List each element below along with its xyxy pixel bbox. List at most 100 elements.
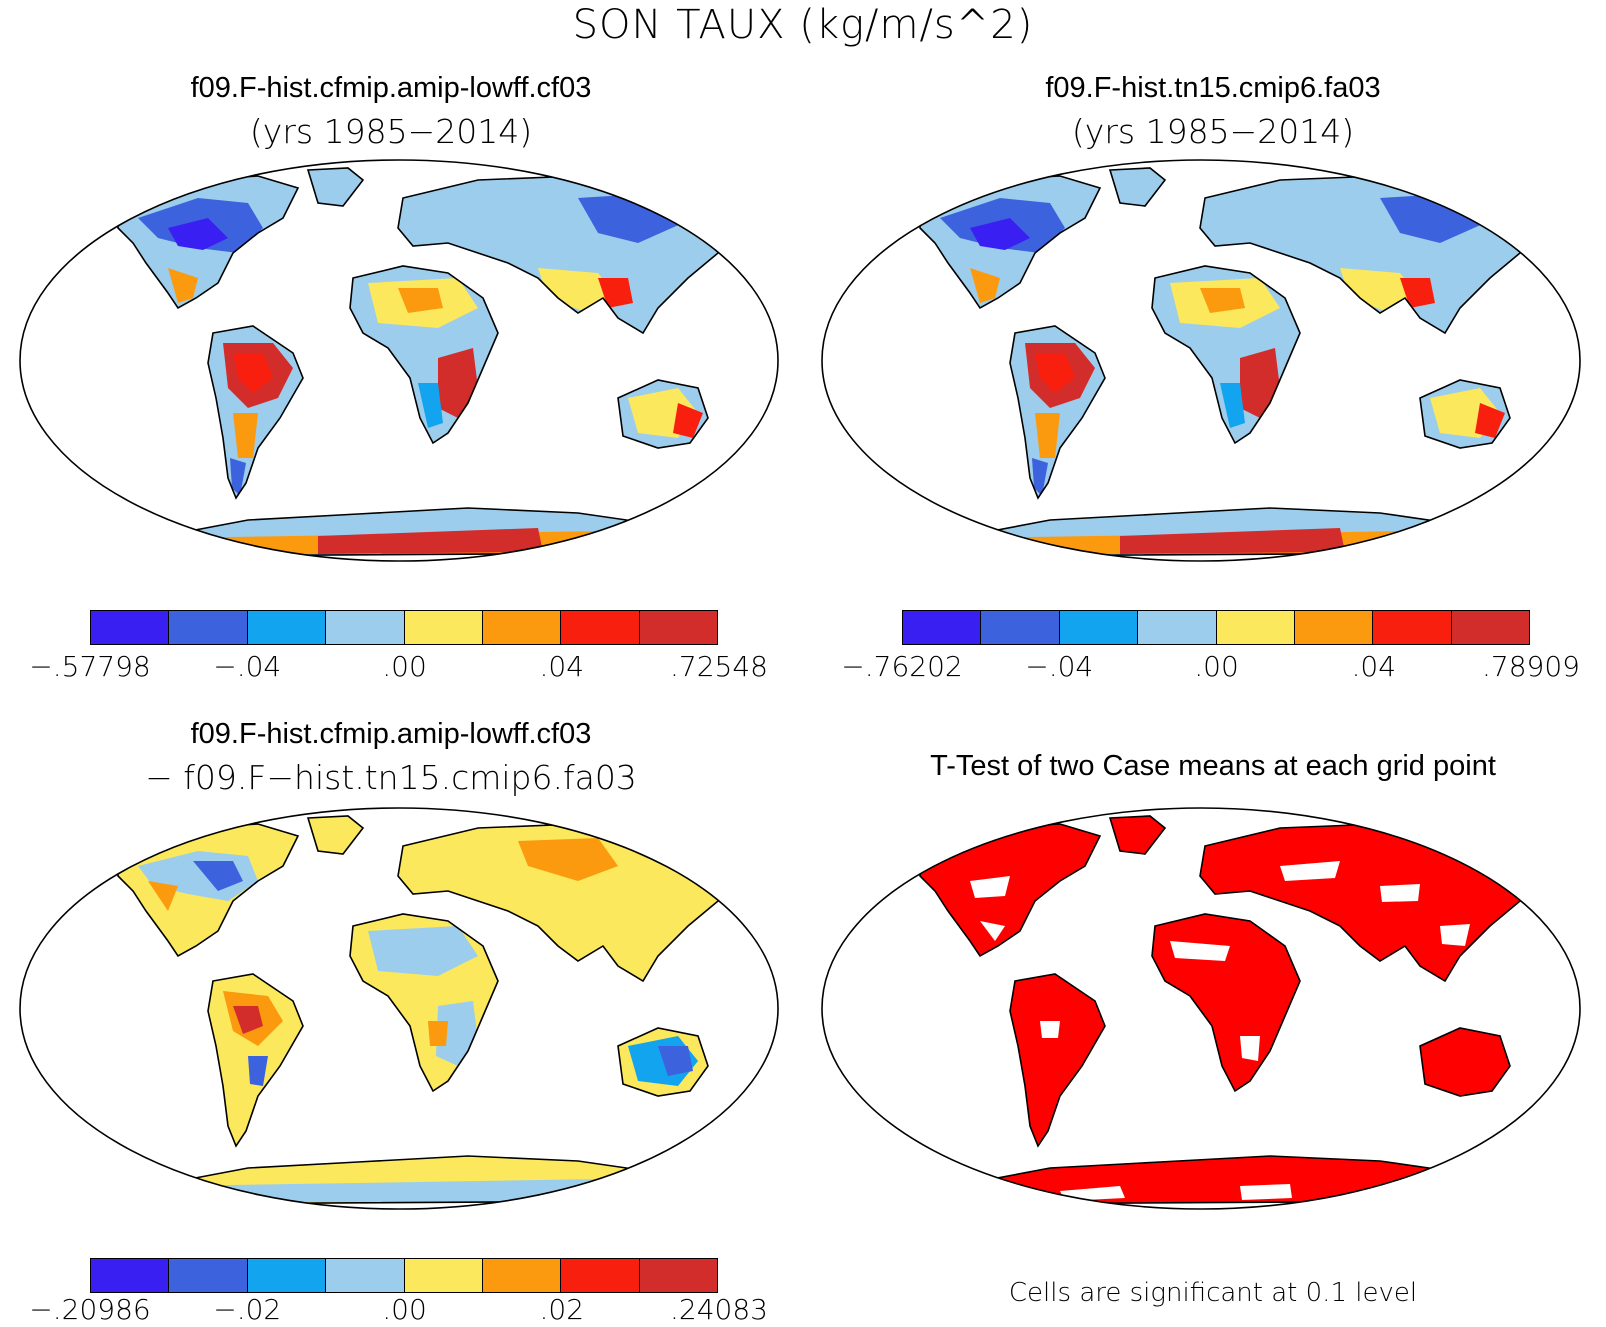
contour-fill [1035,413,1060,458]
globe-outline [19,159,779,562]
colorbar-swatch [1216,611,1295,644]
insignificant-region [1280,861,1340,881]
land-northAmerica [920,824,1100,956]
insignificant-region [1040,1021,1060,1038]
land-greenland [308,168,363,206]
colorbar-swatch [169,611,248,644]
map-content [919,815,1561,1205]
map-top-right [821,159,1581,562]
contour-fill [1475,403,1505,438]
panel-subtitle-top-left: (yrs 1985−2014) [249,112,533,151]
contour-fill [368,926,478,976]
coastline [207,973,304,1148]
colorbar-swatch [404,611,483,644]
contour-fill [193,861,243,891]
tick-label: −.02 [213,1293,282,1326]
colorbar-bottom-left [90,1258,718,1293]
land-greenland [1110,816,1165,854]
contour-fill [233,413,258,458]
tick-label: −.57798 [29,650,151,683]
contour-fill [436,1001,478,1066]
insignificant-region [1440,924,1470,946]
coastline [1108,815,1167,855]
map-content [919,167,1561,557]
coastline [1108,167,1167,207]
contour-fill [438,348,478,418]
tick-label: .02 [539,1293,585,1326]
contour-fill [233,1006,263,1034]
colorbar-swatch [1451,611,1529,644]
land-southAmerica [1010,974,1105,1146]
contour-fill [233,353,273,393]
globe-outline [19,807,779,1210]
coastline [117,823,300,958]
contour-fill [318,528,543,554]
coastline [1151,913,1301,1093]
panel-subtitle-bottom-left: − f09.F−hist.tn15.cmip6.fa03 [145,758,637,797]
contour-fill [1240,348,1280,418]
tick-label: .00 [382,1293,427,1326]
tick-label: −.76202 [841,650,963,683]
colorbar-swatch [404,1259,483,1292]
colorbar-swatch [326,1259,405,1292]
tick-label: .04 [1351,650,1397,683]
contour-fill [1032,458,1048,496]
map-bottom-left [19,807,779,1210]
colorbar-ticks-bottom-left: −.20986 −.02 .00 .02 .24083 [29,1293,768,1327]
coastline [919,175,1102,310]
colorbar-swatch [1373,611,1452,644]
colorbar-swatch [91,611,170,644]
tick-label: .72548 [670,650,768,683]
contour-fill [418,383,443,428]
land-greenland [308,816,363,854]
coastline [919,823,1102,958]
colorbar-swatch [1059,611,1139,644]
panel-title-bottom-right: T-Test of two Case means at each grid po… [930,750,1496,782]
colorbar-swatch [169,1259,248,1292]
coastline [349,265,499,445]
tick-label: .04 [539,650,585,683]
coastline [306,167,365,207]
land-australia [1420,1028,1510,1096]
panel-title-bottom-left: f09.F-hist.cfmip.amip-lowff.cf03 [190,718,592,750]
contour-fill [518,838,618,881]
globe-outline [821,159,1581,562]
coastline [117,175,300,310]
colorbar-ticks-top-left: −.57798 −.04 .00 .04 .72548 [29,650,768,686]
figure-title: SON TAUX (kg/m/s^2) [572,2,1034,48]
map-content [117,815,759,1205]
insignificant-region [980,921,1005,941]
tick-label: −.04 [213,650,282,683]
insignificant-region [1170,941,1230,961]
tick-label: .00 [382,650,427,683]
coastline [617,1027,709,1097]
map-top-left [19,159,779,562]
insignificant-region [970,876,1010,898]
coastline [1009,325,1106,500]
insignificant-region [1380,1183,1432,1198]
contour-fill [168,268,198,303]
coastline [1151,265,1301,445]
coastline [349,913,499,1093]
contour-fill [1200,288,1245,313]
coastline [207,325,304,500]
panel-title-top-right: f09.F-hist.tn15.cmip6.fa03 [1045,72,1381,104]
contour-fill [658,1046,693,1076]
contour-fill [248,1056,268,1086]
insignificant-region [1240,1036,1260,1061]
colorbar-swatch [981,611,1060,644]
colorbar-swatch [903,611,982,644]
tick-label: .00 [1194,650,1239,683]
panel-title-top-left: f09.F-hist.cfmip.amip-lowff.cf03 [190,72,592,104]
contour-fill [673,403,703,438]
colorbar-swatch [326,611,405,644]
colorbar-swatch [482,1259,562,1292]
colorbar-swatch [639,1259,717,1292]
colorbar-swatch [247,1259,327,1292]
colorbar-swatch [247,611,327,644]
contour-fill [1035,353,1075,393]
contour-fill [148,881,178,911]
contour-fill [970,268,1000,303]
contour-fill [970,218,1030,250]
coastline [306,815,365,855]
